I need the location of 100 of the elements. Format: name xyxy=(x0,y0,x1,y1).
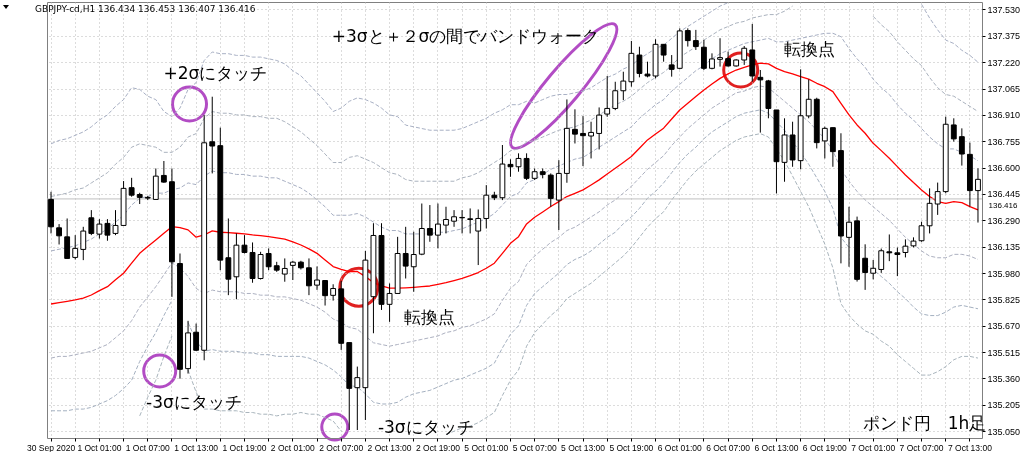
annotation: -3σにタッチ xyxy=(377,417,474,437)
y-tick-label: 137.530 xyxy=(987,4,1021,15)
candlestick xyxy=(72,234,79,260)
candlestick xyxy=(902,238,909,258)
y-tick-label: 136.755 xyxy=(987,136,1021,147)
candlestick xyxy=(934,182,941,216)
candlestick xyxy=(257,251,264,281)
candlestick xyxy=(314,265,320,291)
x-tick-label: 1 Oct 07:00 xyxy=(125,442,170,453)
candlestick xyxy=(483,184,490,229)
candlestick xyxy=(741,45,748,66)
candlestick xyxy=(330,283,337,302)
candlestick xyxy=(289,260,296,281)
candlestick xyxy=(96,218,103,240)
candlestick xyxy=(56,223,63,245)
candlestick xyxy=(717,37,723,68)
candlestick xyxy=(950,117,957,143)
x-tick-label: 5 Oct 13:00 xyxy=(561,442,606,453)
candlestick xyxy=(209,96,216,174)
candlestick xyxy=(878,248,885,274)
x-tick-label: 5 Oct 01:00 xyxy=(464,442,509,453)
x-tick-label: 2 Oct 07:00 xyxy=(319,442,364,453)
y-tick-label: 135.825 xyxy=(987,294,1021,305)
candlestick xyxy=(354,366,361,431)
y-tick-label: 135.980 xyxy=(987,268,1021,279)
candlestick xyxy=(572,108,578,144)
candlestick xyxy=(443,206,449,234)
annotation: ポンド円 1h足 xyxy=(862,413,987,433)
candlestick xyxy=(64,217,71,259)
candlestick xyxy=(265,247,272,271)
candlestick xyxy=(620,71,627,101)
x-tick-label: 1 Oct 01:00 xyxy=(77,442,122,453)
candlestick xyxy=(547,172,554,208)
candlestick xyxy=(475,208,482,266)
x-tick-label: 2 Oct 19:00 xyxy=(415,442,461,453)
candlestick xyxy=(958,127,965,167)
candlestick xyxy=(523,152,530,181)
candlestick xyxy=(193,323,200,352)
candlestick xyxy=(306,257,312,296)
candlestick xyxy=(322,279,328,307)
annotation: GBPJPY-cd,H1 136.434 136.453 136.407 136.416 xyxy=(35,4,256,14)
candlestick xyxy=(701,39,707,71)
candlestick xyxy=(894,247,901,277)
x-tick-label: 7 Oct 01:00 xyxy=(851,442,896,453)
y-tick-label: 137.065 xyxy=(987,84,1021,95)
y-tick-label: 136.600 xyxy=(987,163,1021,174)
x-tick-label: 6 Oct 07:00 xyxy=(706,442,751,453)
candlestick xyxy=(870,259,877,280)
y-tick-label: 136.135 xyxy=(987,242,1021,253)
candlestick xyxy=(757,69,764,134)
candlestick xyxy=(821,126,828,159)
candlestick xyxy=(435,203,441,249)
candlestick xyxy=(88,209,95,236)
candlestick xyxy=(604,75,611,118)
candlestick xyxy=(829,127,836,168)
candlestick xyxy=(467,207,474,234)
candlestick xyxy=(975,167,981,224)
candlestick xyxy=(281,257,288,283)
y-tick-label: 136.910 xyxy=(987,110,1021,121)
candlestick xyxy=(862,243,869,291)
candlestick xyxy=(128,177,135,198)
x-tick-label: 30 Sep 2020 xyxy=(26,442,76,453)
y-tick-label: 135.360 xyxy=(987,373,1021,384)
x-tick-label: 6 Oct 13:00 xyxy=(754,442,799,453)
candlestick xyxy=(410,231,417,293)
y-tick-label: 136.445 xyxy=(987,189,1021,200)
candlestick xyxy=(152,167,159,200)
candlestick xyxy=(926,187,933,234)
y-tick-label: 137.220 xyxy=(987,57,1021,68)
y-tick-label: 136.290 xyxy=(987,215,1021,226)
y-tick-label: 135.670 xyxy=(987,321,1021,332)
candlestick xyxy=(668,54,675,78)
annotation: -3σにタッチ xyxy=(146,392,242,412)
annotation: +2σにタッチ xyxy=(163,63,268,83)
y-tick-label: 137.375 xyxy=(987,31,1021,42)
x-tick-label: 7 Oct 13:00 xyxy=(947,442,993,453)
x-tick-label: 2 Oct 13:00 xyxy=(367,442,412,453)
candlestick xyxy=(225,217,232,296)
annotation: 転換点 xyxy=(783,39,835,59)
candlestick xyxy=(402,226,409,279)
candlestick xyxy=(160,160,167,184)
line-series xyxy=(50,62,979,305)
candlestick xyxy=(692,29,699,51)
y-tick-label: 135.205 xyxy=(987,400,1021,411)
x-tick-label: 7 Oct 07:00 xyxy=(899,442,944,453)
x-tick-label: 6 Oct 01:00 xyxy=(657,442,702,453)
x-tick-label: 1 Oct 19:00 xyxy=(222,442,267,453)
y-tick-label: 135.515 xyxy=(987,347,1021,358)
ref-line-label: 136.416 xyxy=(988,200,1019,210)
x-tick-label: 1 Oct 13:00 xyxy=(174,442,219,453)
candlestick xyxy=(451,209,457,228)
candlestick xyxy=(612,81,619,111)
candlestick xyxy=(580,115,586,167)
candlestick xyxy=(846,206,852,268)
candlestick xyxy=(80,226,87,261)
candlestick xyxy=(805,78,812,119)
x-tick-label: 5 Oct 19:00 xyxy=(609,442,654,453)
x-tick-label: 5 Oct 07:00 xyxy=(512,442,557,453)
candlestick xyxy=(588,121,594,159)
x-tick-label: 2 Oct 01:00 xyxy=(270,442,316,453)
